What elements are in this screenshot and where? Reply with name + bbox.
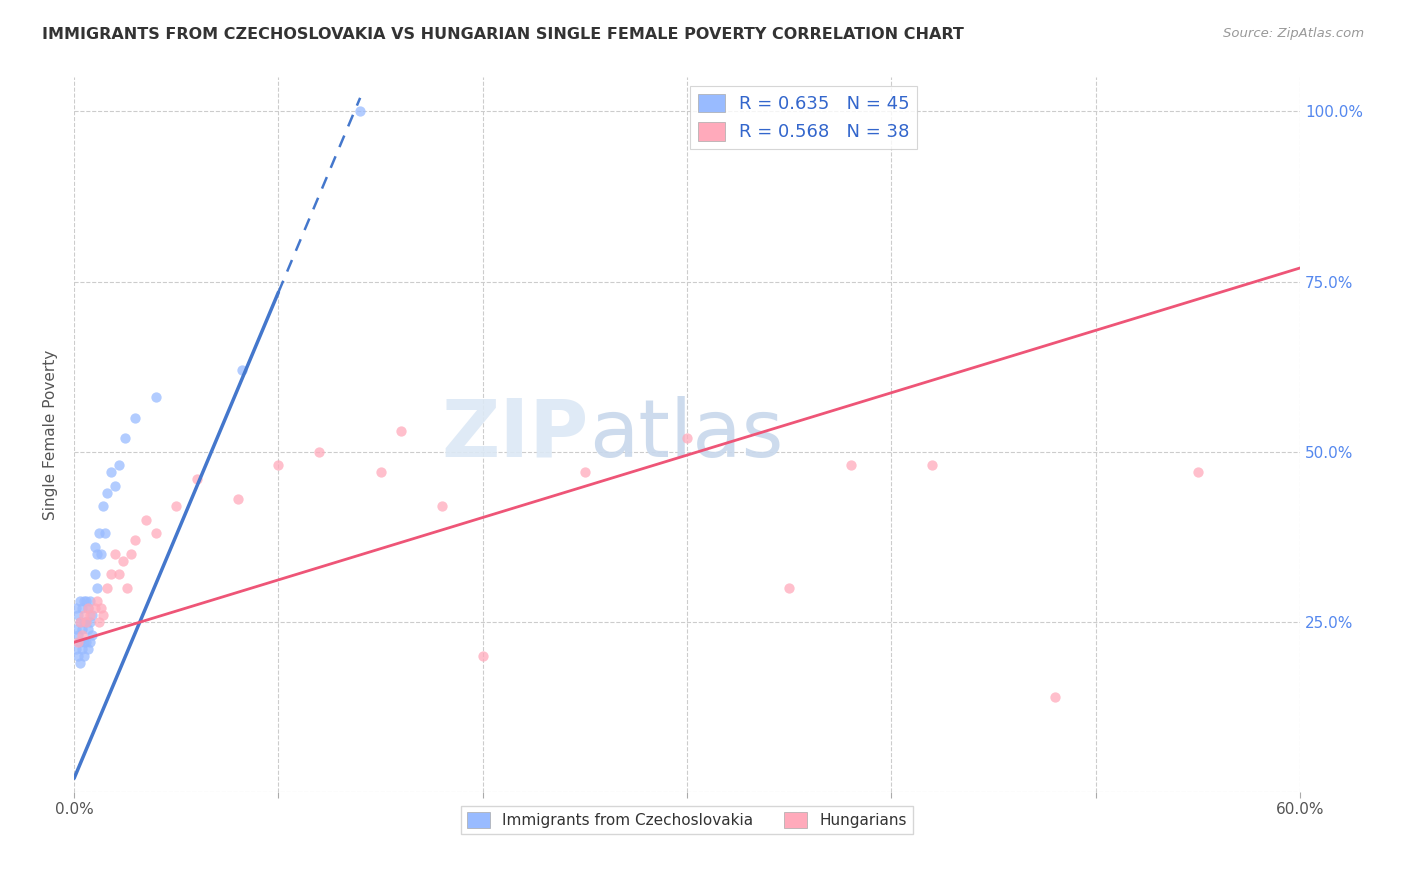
Point (108, 458, 131, 473)
Point (676, 431, 699, 445)
Point (430, 499, 453, 513)
Point (67, 635, 90, 649)
Point (186, 472, 208, 486)
Legend: Immigrants from Czechoslovakia, Hungarians: Immigrants from Czechoslovakia, Hungaria… (461, 806, 912, 834)
Point (574, 465, 596, 479)
Text: IMMIGRANTS FROM CZECHOSLOVAKIA VS HUNGARIAN SINGLE FEMALE POVERTY CORRELATION CH: IMMIGRANTS FROM CZECHOSLOVAKIA VS HUNGAR… (42, 27, 965, 42)
Point (79, 607, 101, 622)
Point (72, 601, 94, 615)
Point (389, 425, 412, 439)
Point (77, 622, 100, 636)
Point (135, 513, 157, 527)
Point (72, 642, 94, 657)
Point (83, 601, 105, 615)
Point (69, 615, 91, 629)
Point (72, 628, 94, 642)
Point (67, 648, 90, 663)
Point (165, 499, 187, 513)
Point (73, 594, 96, 608)
Point (77, 601, 100, 615)
Point (72, 622, 94, 636)
Point (79, 635, 101, 649)
Point (69, 656, 91, 670)
Point (115, 581, 138, 595)
Point (145, 526, 167, 541)
Point (120, 547, 142, 561)
Point (69, 594, 91, 608)
Point (75, 635, 97, 649)
Point (124, 410, 146, 425)
Point (79, 594, 101, 608)
Point (77, 642, 100, 657)
Point (75, 615, 97, 629)
Point (86, 581, 108, 595)
Point (73, 607, 96, 622)
Y-axis label: Single Female Poverty: Single Female Poverty (44, 350, 58, 520)
Point (145, 390, 167, 404)
Point (91, 499, 114, 513)
Point (231, 363, 253, 377)
Point (91, 607, 114, 622)
Point (921, 458, 943, 473)
Point (86, 594, 108, 608)
Point (108, 567, 131, 582)
Point (349, 104, 371, 119)
Point (73, 615, 96, 629)
Point (267, 458, 290, 473)
Point (96, 485, 118, 500)
Point (82, 628, 104, 642)
Point (83, 567, 105, 582)
Point (65, 601, 87, 615)
Point (100, 465, 122, 479)
Point (114, 431, 136, 445)
Point (124, 533, 146, 548)
Point (69, 635, 91, 649)
Point (93, 526, 115, 541)
Point (370, 465, 392, 479)
Text: Source: ZipAtlas.com: Source: ZipAtlas.com (1223, 27, 1364, 40)
Point (67, 628, 90, 642)
Point (112, 553, 135, 567)
Point (778, 581, 800, 595)
Point (77, 601, 100, 615)
Point (100, 567, 122, 582)
Point (73, 648, 96, 663)
Point (82, 607, 104, 622)
Point (226, 492, 249, 507)
Point (86, 547, 108, 561)
Point (1043, 690, 1066, 704)
Point (67, 607, 90, 622)
Point (75, 615, 97, 629)
Point (79, 615, 101, 629)
Point (75, 594, 97, 608)
Point (73, 635, 96, 649)
Point (839, 458, 862, 473)
Point (90, 601, 112, 615)
Point (471, 648, 494, 663)
Point (87, 526, 110, 541)
Point (90, 547, 112, 561)
Point (308, 444, 330, 458)
Point (104, 479, 127, 493)
Point (87, 615, 110, 629)
Text: ZIP: ZIP (441, 396, 589, 474)
Point (65, 642, 87, 657)
Point (65, 622, 87, 636)
Text: atlas: atlas (589, 396, 783, 474)
Point (96, 581, 118, 595)
Point (1187, 465, 1209, 479)
Point (69, 615, 91, 629)
Point (104, 547, 127, 561)
Point (83, 540, 105, 554)
